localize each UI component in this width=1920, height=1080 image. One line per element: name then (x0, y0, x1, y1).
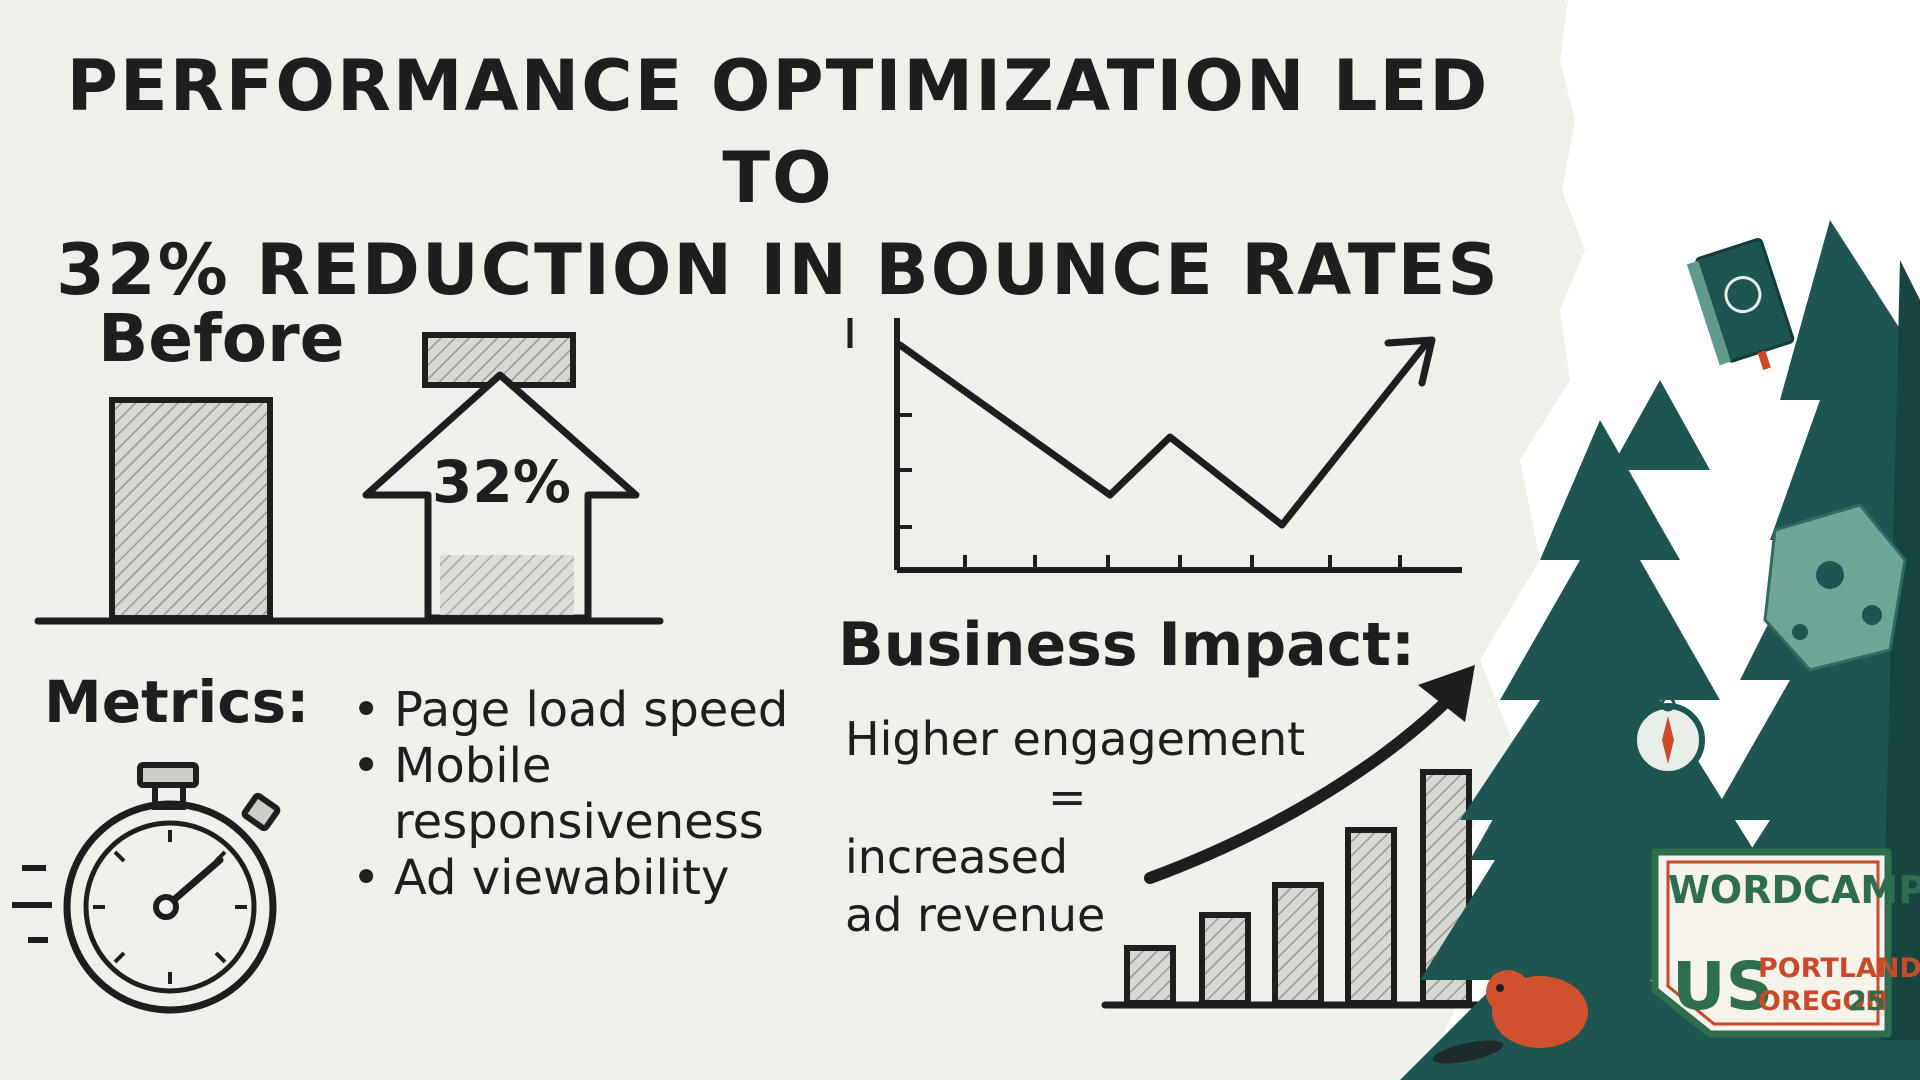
beaver-icon (1432, 970, 1588, 1064)
book-icon (1686, 237, 1795, 371)
logo-wordcamp: WORDCAMP (1668, 868, 1920, 912)
before-after-chart (34, 332, 664, 625)
logo-city: PORTLAND (1758, 953, 1920, 984)
impact-line-ad-revenue: ad revenue (845, 888, 1106, 942)
change-percent-label: 32% (432, 448, 571, 516)
revenue-bar (1272, 882, 1324, 1006)
impact-line-engagement: Higher engagement (845, 712, 1306, 766)
before-bar (109, 397, 273, 621)
impact-revenue: increased ad revenue (845, 828, 1105, 944)
impact-equals: = (1048, 770, 1087, 824)
after-bar (440, 555, 574, 615)
trend-arrowhead (1384, 336, 1436, 387)
title-line-2: 32% REDUCTION IN BOUNCE RATES (56, 229, 1500, 311)
impact-line-increased: increased (845, 830, 1069, 884)
metrics-list: Page load speed Mobile responsiveness Ad… (352, 682, 788, 906)
trend-chart (847, 318, 1462, 573)
rising-arrow-icon (1144, 682, 1466, 884)
title-line-1: PERFORMANCE OPTIMIZATION LED TO (66, 45, 1490, 219)
revenue-bar (1199, 912, 1251, 1006)
revenue-bar (1124, 945, 1176, 1006)
metric-item: Ad viewability (352, 850, 788, 906)
logo-year: 25 (1848, 986, 1886, 1017)
business-impact-heading: Business Impact: (838, 610, 1415, 680)
slide-title: PERFORMANCE OPTIMIZATION LED TO 32% REDU… (38, 40, 1518, 316)
metric-item: Mobile (352, 738, 788, 794)
map-icon (1763, 503, 1907, 672)
wordcamp-logo (1651, 848, 1892, 1038)
stopwatch-icon (12, 762, 281, 1014)
metric-item-continued: responsiveness (394, 794, 764, 850)
logo-state: OREGON (1758, 986, 1888, 1017)
metrics-heading: Metrics: (44, 668, 310, 736)
metric-item: Page load speed (352, 682, 788, 738)
before-label: Before (98, 300, 345, 377)
compass-icon (1631, 696, 1705, 777)
trend-line (896, 341, 1429, 529)
logo-us: US (1672, 948, 1774, 1025)
revenue-bar (1345, 827, 1397, 1006)
paper-background (0, 0, 1585, 1080)
